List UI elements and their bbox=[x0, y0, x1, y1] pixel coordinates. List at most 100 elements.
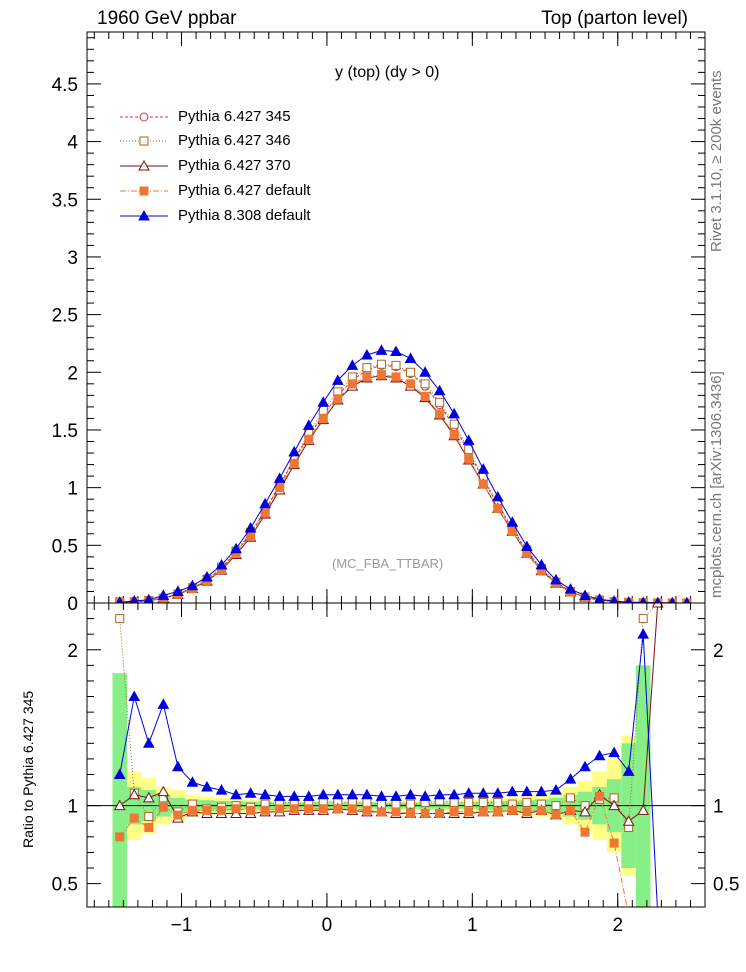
ratio-point-p8 bbox=[608, 746, 620, 758]
ratio-point-p346 bbox=[551, 801, 561, 811]
y-tick-label: 3 bbox=[67, 248, 78, 269]
data-point-p8 bbox=[361, 348, 373, 360]
ratio-point-pdefault bbox=[129, 813, 139, 823]
rivet-version-label: Rivet 3.1.10, ≥ 200k events bbox=[708, 70, 725, 252]
data-point-pdefault bbox=[318, 413, 328, 423]
ratio-point-p370 bbox=[128, 788, 141, 800]
data-point-p8 bbox=[419, 366, 431, 377]
data-point-p8 bbox=[535, 558, 548, 570]
data-point-p8 bbox=[186, 579, 199, 591]
data-point-pdefault bbox=[362, 372, 372, 382]
data-point-p8 bbox=[390, 345, 402, 357]
data-point-p8 bbox=[683, 596, 691, 603]
data-point-p8 bbox=[201, 571, 213, 582]
data-point-p8 bbox=[346, 359, 359, 370]
source-label: mcplots.cern.ch [arXiv:1306.3436] bbox=[708, 371, 725, 598]
ratio-point-p370 bbox=[651, 603, 664, 608]
legend-marker-pdefault bbox=[139, 186, 149, 196]
data-point-pdefault bbox=[246, 531, 256, 541]
y-tick-label: 4 bbox=[67, 133, 78, 154]
ratio-point-pdefault bbox=[173, 810, 183, 820]
ratio-point-p8 bbox=[230, 788, 242, 800]
ratio-point-p8 bbox=[113, 768, 126, 779]
data-point-p346 bbox=[464, 445, 474, 455]
plot-title: y (top) (dy > 0) bbox=[335, 64, 440, 81]
ratio-frame bbox=[86, 602, 706, 908]
ratio-point-p346 bbox=[406, 799, 416, 809]
data-point-p346 bbox=[391, 360, 401, 370]
ratio-point-p370 bbox=[142, 791, 155, 803]
ratio-point-p8 bbox=[259, 788, 271, 800]
ratio-point-p8 bbox=[521, 785, 533, 797]
data-point-p8 bbox=[521, 540, 533, 551]
data-point-pdefault bbox=[464, 454, 474, 464]
ratio-point-p346 bbox=[391, 799, 401, 809]
ratio-point-p8 bbox=[564, 773, 577, 784]
data-point-p8 bbox=[477, 463, 490, 474]
data-point-pdefault bbox=[333, 394, 343, 404]
legend-label-pdefault: Pythia 6.427 default bbox=[178, 182, 311, 199]
data-point-pdefault bbox=[493, 503, 503, 513]
ratio-point-p8 bbox=[142, 737, 155, 748]
ratio-point-p8 bbox=[491, 787, 504, 798]
ratio-point-p370 bbox=[113, 799, 126, 811]
ratio-point-p8 bbox=[579, 760, 591, 772]
ratio-point-pdefault bbox=[376, 807, 386, 817]
ratio-point-p8 bbox=[244, 787, 257, 798]
ratio-point-p8 bbox=[622, 765, 635, 776]
ratio-point-pdefault bbox=[333, 804, 343, 814]
ratio-point-pdefault bbox=[493, 807, 503, 817]
data-point-p8 bbox=[594, 593, 606, 603]
ratio-point-pdefault bbox=[144, 822, 154, 832]
data-point-pdefault bbox=[347, 379, 357, 389]
ratio-point-pdefault bbox=[275, 804, 285, 814]
data-point-p8 bbox=[157, 589, 170, 600]
ratio-content-group bbox=[87, 603, 705, 919]
data-point-p8 bbox=[609, 595, 619, 603]
ratio-line-p8 bbox=[119, 634, 658, 907]
ratio-point-p370 bbox=[157, 785, 170, 797]
data-point-p346 bbox=[420, 379, 430, 389]
ratio-point-p8 bbox=[462, 787, 475, 798]
ratio-point-p8 bbox=[593, 749, 606, 761]
data-point-p8 bbox=[172, 585, 184, 596]
ratio-point-p8 bbox=[506, 785, 519, 797]
ratio-point-pdefault bbox=[318, 804, 328, 814]
ratio-y-tick-label-right: 2 bbox=[713, 641, 724, 662]
data-point-p8 bbox=[668, 596, 676, 603]
data-point-pdefault bbox=[420, 392, 430, 402]
ratio-x-tick-label: 2 bbox=[612, 915, 623, 936]
ratio-y-axis-label: Ratio to Pythia 6.427 345 bbox=[20, 690, 36, 848]
ratio-point-pdefault bbox=[246, 805, 256, 815]
y-tick-label: 0 bbox=[67, 594, 78, 615]
data-point-p8 bbox=[448, 407, 461, 419]
ratio-panel: 0.5 0.5 1 1 2 2 −1 0 1 2 bbox=[52, 602, 739, 936]
ratio-point-pdefault bbox=[639, 911, 647, 919]
ratio-point-pdefault bbox=[347, 804, 357, 814]
data-point-p8 bbox=[129, 595, 139, 603]
ratio-point-p370 bbox=[608, 799, 620, 811]
observable-group-label: Top (parton level) bbox=[541, 8, 688, 29]
data-point-p346 bbox=[435, 397, 445, 407]
ratio-point-p8 bbox=[302, 790, 315, 801]
ratio-point-pdefault bbox=[304, 804, 314, 814]
legend-marker-p8 bbox=[138, 209, 150, 221]
legend-label-p8: Pythia 8.308 default bbox=[178, 207, 311, 224]
ratio-point-pdefault bbox=[595, 791, 605, 801]
ratio-point-p370 bbox=[622, 815, 635, 826]
ratio-point-p8 bbox=[404, 788, 417, 800]
ratio-point-pdefault bbox=[289, 804, 299, 814]
data-point-p8 bbox=[317, 396, 330, 407]
ratio-point-pdefault bbox=[187, 805, 197, 815]
main-panel: 0 0.5 1 1.5 2 2.5 3 3.5 4 4.5 bbox=[52, 31, 706, 615]
data-point-p346 bbox=[406, 367, 416, 377]
ratio-point-pdefault bbox=[536, 805, 546, 815]
legend-label-p345: Pythia 6.427 345 bbox=[178, 108, 291, 125]
legend-marker-p346 bbox=[139, 136, 149, 146]
ratio-point-p8 bbox=[361, 788, 373, 800]
ratio-point-p8 bbox=[317, 788, 330, 800]
ratio-point-p370 bbox=[637, 804, 650, 815]
data-point-pdefault bbox=[289, 458, 299, 468]
analysis-reference-label: (MC_FBA_TTBAR) bbox=[332, 556, 444, 571]
